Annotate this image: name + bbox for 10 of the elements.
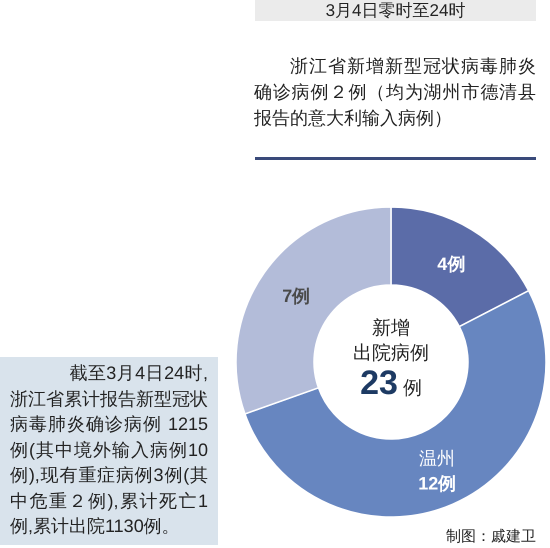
text: 截至3月4日24时,浙江省累计报告新型冠状病毒肺炎确诊病例 1215例(其中境外输入病例10例),现有重症病例3例(其中危重２例),累计死亡1例,累计出院1130例。 — [0, 357, 218, 545]
data-label: 4例 — [437, 254, 466, 274]
text: 3月4日零时至24时 — [255, 0, 536, 21]
slice-label: 温州 — [419, 448, 456, 468]
text: 新增 — [372, 317, 410, 339]
data-label: 7例 — [282, 286, 310, 306]
data-label: 12例 — [418, 473, 456, 494]
text: 制图：戚建卫 — [446, 528, 536, 546]
text: 浙江省新增新型冠状病毒肺炎确诊病例２例（均为湖州市德清县报告的意大利输入病例） — [254, 55, 536, 130]
text: 出院病例 — [353, 343, 429, 364]
